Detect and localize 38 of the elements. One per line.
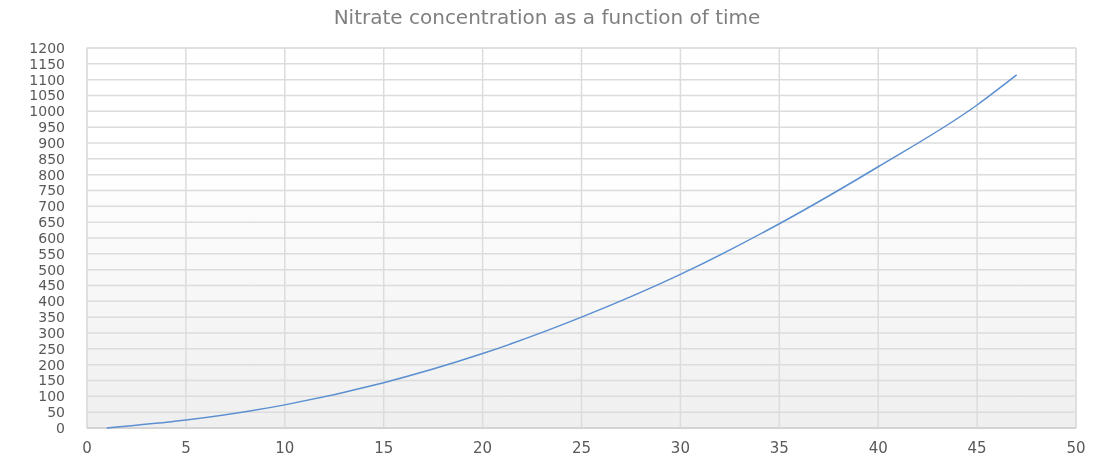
x-tick-label: 5 xyxy=(181,439,191,457)
x-tick-label: 25 xyxy=(571,439,592,457)
y-tick-label: 250 xyxy=(38,340,65,357)
y-tick-label: 1000 xyxy=(29,103,65,120)
y-tick-label: 400 xyxy=(38,293,65,310)
y-tick-label: 1100 xyxy=(29,71,65,88)
y-tick-label: 500 xyxy=(38,261,65,278)
y-tick-label: 600 xyxy=(38,229,65,246)
line-series xyxy=(106,74,1018,429)
x-tick-label: 30 xyxy=(670,439,690,457)
x-tick-label: 0 xyxy=(82,439,92,457)
y-tick-label: 300 xyxy=(38,324,65,341)
x-tick-label: 35 xyxy=(769,439,789,457)
y-tick-label: 350 xyxy=(38,309,65,326)
y-tick-label: 150 xyxy=(38,372,65,389)
y-tick-label: 1050 xyxy=(29,87,65,104)
y-tick-label: 900 xyxy=(38,134,65,151)
y-tick-label: 750 xyxy=(38,182,65,199)
y-tick-label: 550 xyxy=(38,245,65,262)
y-tick-label: 700 xyxy=(38,198,65,215)
y-tick-label: 650 xyxy=(38,214,65,231)
x-tick-label: 50 xyxy=(1066,439,1086,457)
y-tick-label: 1200 xyxy=(29,39,65,56)
x-tick-label: 15 xyxy=(374,439,394,457)
x-tick-label: 45 xyxy=(967,439,987,457)
chart-title: Nitrate concentration as a function of time xyxy=(333,5,761,29)
y-tick-label: 50 xyxy=(47,404,65,421)
y-tick-label: 450 xyxy=(38,277,65,294)
y-tick-label: 1150 xyxy=(29,55,65,72)
y-tick-label: 0 xyxy=(56,419,65,436)
y-tick-label: 850 xyxy=(38,150,65,167)
x-tick-label: 10 xyxy=(275,439,295,457)
x-tick-label: 40 xyxy=(868,439,888,457)
y-tick-label: 800 xyxy=(38,166,65,183)
x-tick-label: 20 xyxy=(473,439,493,457)
y-tick-label: 100 xyxy=(38,388,65,405)
y-tick-label: 200 xyxy=(38,356,65,373)
y-tick-label: 950 xyxy=(38,119,65,136)
